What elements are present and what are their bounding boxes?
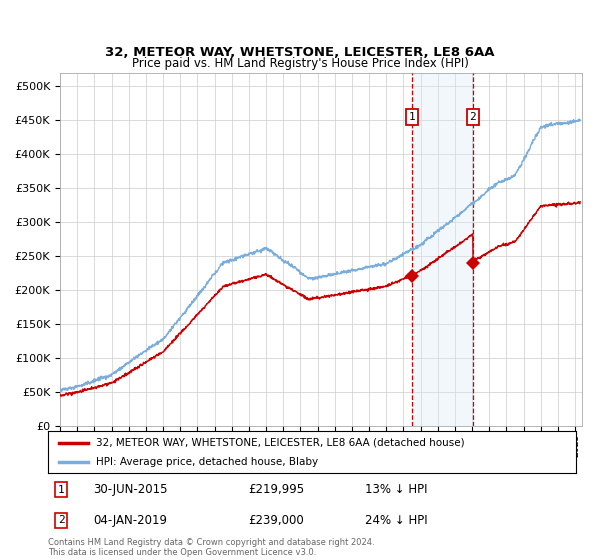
Text: 2: 2 — [58, 515, 65, 525]
Text: 1: 1 — [58, 484, 65, 494]
Bar — [412, 73, 473, 426]
Text: Contains HM Land Registry data © Crown copyright and database right 2024.
This d: Contains HM Land Registry data © Crown c… — [48, 538, 374, 557]
Text: 1: 1 — [409, 112, 415, 122]
Text: 32, METEOR WAY, WHETSTONE, LEICESTER, LE8 6AA (detached house): 32, METEOR WAY, WHETSTONE, LEICESTER, LE… — [95, 437, 464, 447]
Text: 30-JUN-2015: 30-JUN-2015 — [93, 483, 167, 496]
Text: 2: 2 — [469, 112, 476, 122]
Text: £219,995: £219,995 — [248, 483, 305, 496]
Text: 24% ↓ HPI: 24% ↓ HPI — [365, 514, 427, 527]
Text: HPI: Average price, detached house, Blaby: HPI: Average price, detached house, Blab… — [95, 457, 317, 467]
Text: 13% ↓ HPI: 13% ↓ HPI — [365, 483, 427, 496]
Text: 32, METEOR WAY, WHETSTONE, LEICESTER, LE8 6AA: 32, METEOR WAY, WHETSTONE, LEICESTER, LE… — [105, 46, 495, 59]
Text: 04-JAN-2019: 04-JAN-2019 — [93, 514, 167, 527]
Text: £239,000: £239,000 — [248, 514, 304, 527]
Text: Price paid vs. HM Land Registry's House Price Index (HPI): Price paid vs. HM Land Registry's House … — [131, 57, 469, 70]
